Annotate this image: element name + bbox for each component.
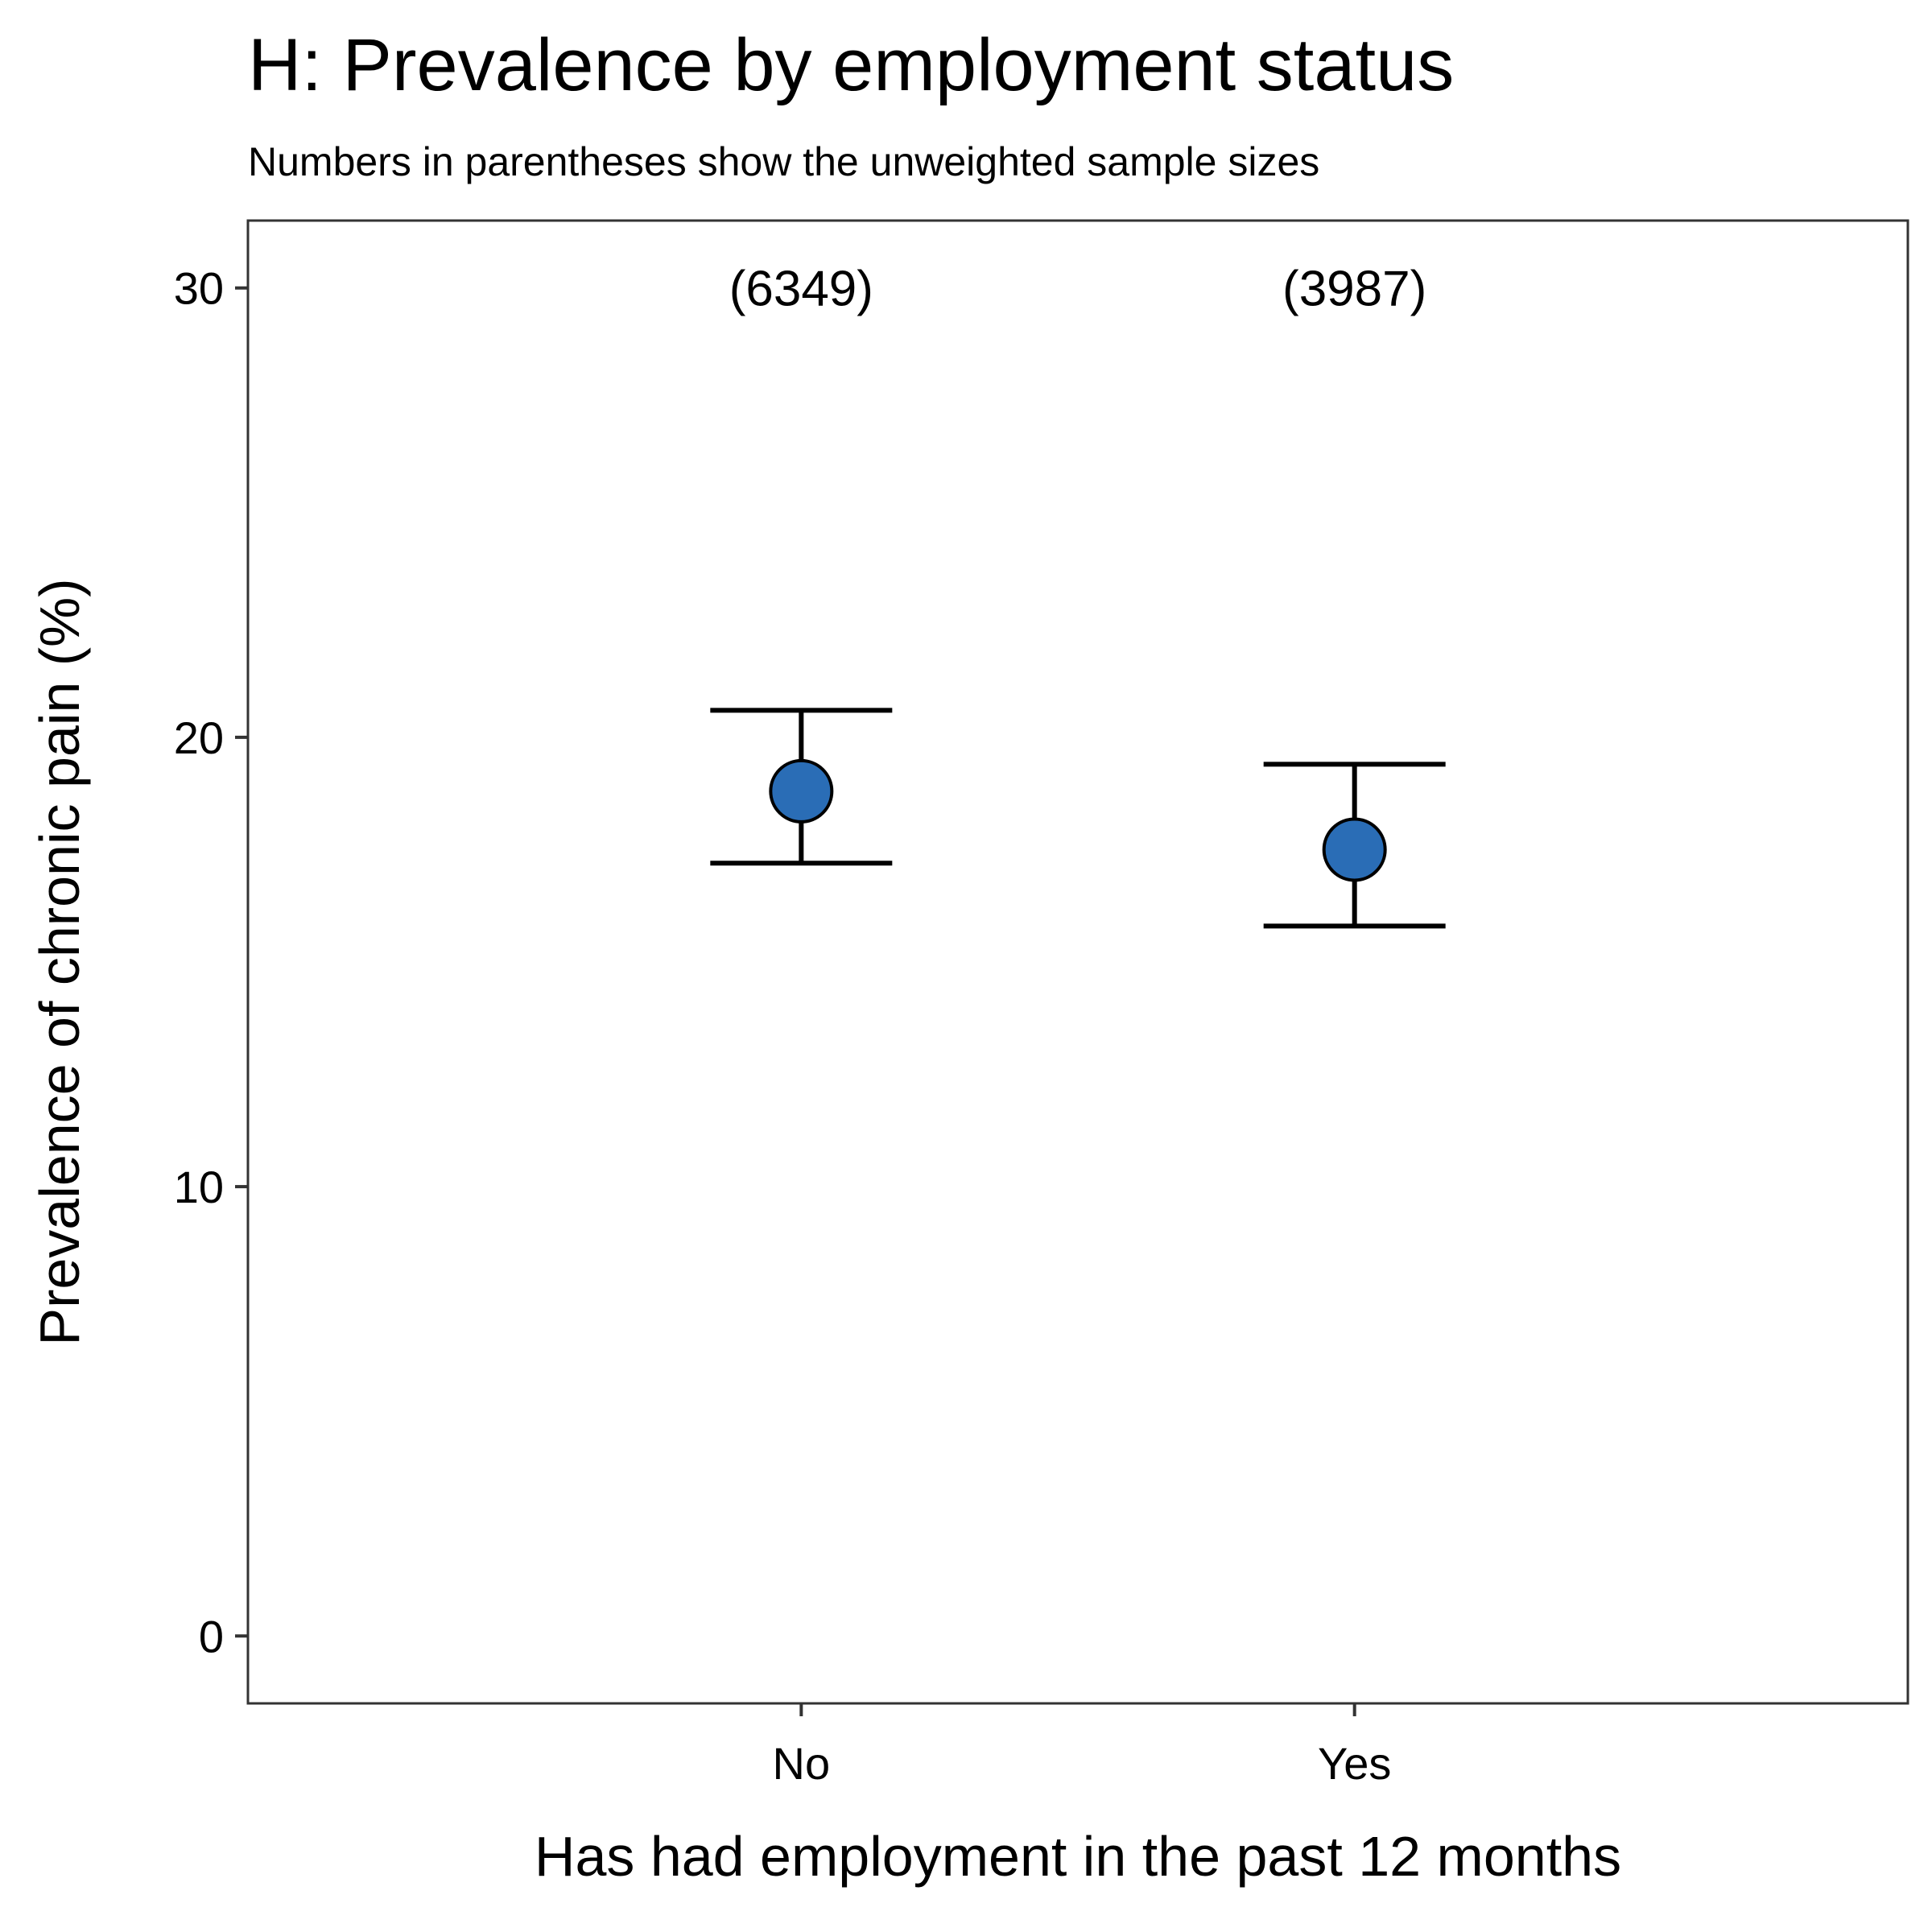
x-axis-title: Has had employment in the past 12 months — [535, 1825, 1621, 1888]
sample-size-label: (6349) — [729, 262, 873, 317]
chart-subtitle: Numbers in parentheses show the unweight… — [248, 139, 1319, 184]
y-axis-title: Prevalence of chronic pain (%) — [28, 578, 91, 1345]
sample-size-label: (3987) — [1282, 262, 1426, 317]
x-tick-label: Yes — [1318, 1738, 1391, 1789]
y-tick-label: 30 — [174, 263, 224, 314]
y-tick-label: 0 — [199, 1611, 224, 1662]
data-marks: (6349) (3987) — [710, 262, 1446, 929]
data-point — [1322, 817, 1387, 882]
y-tick-label: 10 — [174, 1162, 224, 1212]
plot-panel — [246, 219, 1909, 1705]
y-axis: 0 10 20 30 — [174, 263, 248, 1662]
chart-title: H: Prevalence by employment status — [248, 24, 1454, 106]
data-point — [769, 758, 834, 824]
x-axis: No Yes — [773, 1703, 1391, 1789]
y-tick-label: 20 — [174, 712, 224, 763]
x-tick-label: No — [773, 1738, 831, 1789]
